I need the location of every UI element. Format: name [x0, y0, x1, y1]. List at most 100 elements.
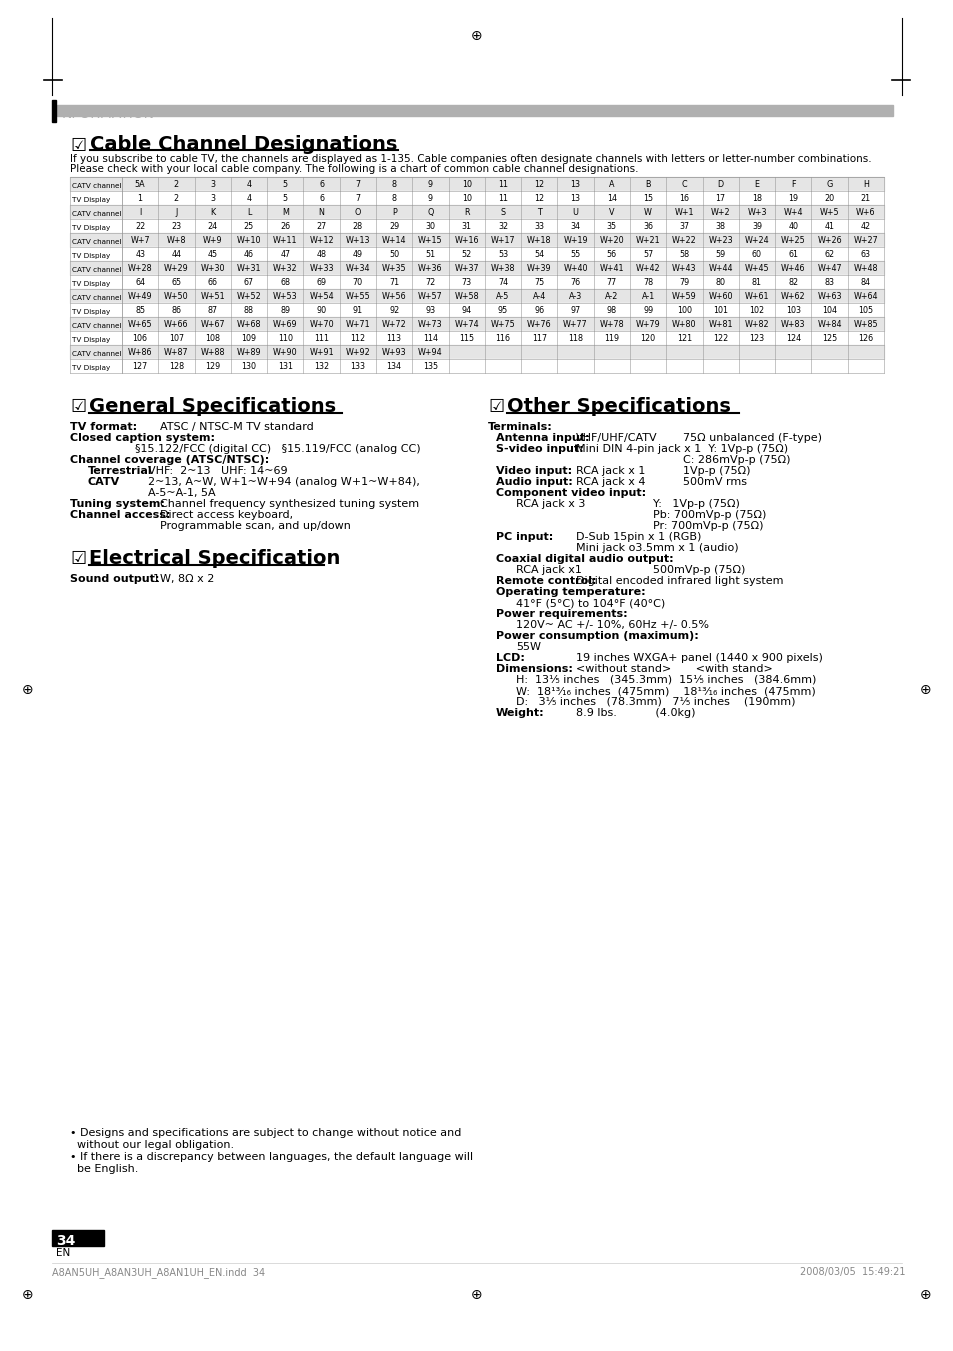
Text: 119: 119: [603, 334, 618, 343]
Text: W+90: W+90: [273, 349, 297, 357]
Text: 16: 16: [679, 195, 689, 203]
Text: 34: 34: [570, 222, 580, 231]
Text: 88: 88: [244, 305, 253, 315]
Text: 2: 2: [173, 180, 179, 189]
Text: TV Display: TV Display: [71, 336, 111, 343]
Text: ⊕: ⊕: [22, 1288, 33, 1302]
Text: W+17: W+17: [490, 236, 515, 245]
Text: 78: 78: [642, 278, 653, 286]
Text: 61: 61: [787, 250, 798, 259]
Text: ⊕: ⊕: [920, 684, 931, 697]
Text: W+33: W+33: [309, 263, 334, 273]
Text: TV Display: TV Display: [71, 309, 111, 315]
Text: 7: 7: [355, 180, 360, 189]
Text: ☑: ☑: [70, 399, 86, 416]
Text: CATV channel: CATV channel: [71, 295, 121, 301]
Text: G: G: [825, 180, 832, 189]
Text: 103: 103: [785, 305, 800, 315]
Text: W+61: W+61: [744, 292, 768, 301]
Text: W+27: W+27: [853, 236, 878, 245]
Text: 43: 43: [135, 250, 145, 259]
Text: 104: 104: [821, 305, 836, 315]
Text: 56: 56: [606, 250, 617, 259]
Text: Component video input:: Component video input:: [496, 488, 645, 499]
Text: W+63: W+63: [817, 292, 841, 301]
Text: 41: 41: [823, 222, 834, 231]
Text: Channel frequency synthesized tuning system: Channel frequency synthesized tuning sys…: [160, 499, 418, 509]
Text: 22: 22: [135, 222, 145, 231]
Text: C: 286mVp-p (75Ω): C: 286mVp-p (75Ω): [682, 455, 790, 465]
Text: Weight:: Weight:: [496, 708, 544, 717]
Text: 29: 29: [389, 222, 399, 231]
Text: 120V~ AC +/- 10%, 60Hz +/- 0.5%: 120V~ AC +/- 10%, 60Hz +/- 0.5%: [516, 620, 708, 630]
Text: W+24: W+24: [744, 236, 768, 245]
Text: CATV channel: CATV channel: [71, 239, 121, 245]
Text: Tuning system:: Tuning system:: [70, 499, 165, 509]
Text: A-5~A-1, 5A: A-5~A-1, 5A: [148, 488, 215, 499]
Text: EN: EN: [56, 1248, 71, 1258]
Text: W+43: W+43: [672, 263, 696, 273]
Text: W+77: W+77: [562, 320, 587, 330]
Text: W+92: W+92: [345, 349, 370, 357]
Text: 99: 99: [642, 305, 653, 315]
Bar: [52, 1229, 104, 1246]
Text: 25: 25: [244, 222, 253, 231]
Text: 47: 47: [280, 250, 290, 259]
Text: <without stand>       <with stand>: <without stand> <with stand>: [576, 663, 772, 674]
Text: D: D: [717, 180, 723, 189]
Text: A-4: A-4: [532, 292, 545, 301]
Text: Terminals:: Terminals:: [488, 422, 552, 432]
Text: Please check with your local cable company. The following is a chart of common c: Please check with your local cable compa…: [70, 163, 638, 174]
Bar: [70, 261, 883, 276]
Text: Mini jack o3.5mm x 1 (audio): Mini jack o3.5mm x 1 (audio): [576, 543, 738, 553]
Text: W+42: W+42: [635, 263, 659, 273]
Text: 55: 55: [570, 250, 580, 259]
Bar: [70, 177, 883, 190]
Text: 19 inches WXGA+ panel (1440 x 900 pixels): 19 inches WXGA+ panel (1440 x 900 pixels…: [576, 653, 822, 663]
Text: 81: 81: [751, 278, 761, 286]
Text: Channel coverage (ATSC/NTSC):: Channel coverage (ATSC/NTSC):: [70, 455, 269, 465]
Text: 101: 101: [713, 305, 727, 315]
Text: W+60: W+60: [708, 292, 732, 301]
Text: W+91: W+91: [309, 349, 334, 357]
Text: 33: 33: [534, 222, 544, 231]
Text: 58: 58: [679, 250, 689, 259]
Text: W+46: W+46: [781, 263, 804, 273]
Text: 1W, 8Ω x 2: 1W, 8Ω x 2: [152, 574, 214, 584]
Text: 2: 2: [173, 195, 179, 203]
Text: W+87: W+87: [164, 349, 189, 357]
Text: W+62: W+62: [781, 292, 804, 301]
Text: W+83: W+83: [781, 320, 804, 330]
Text: PC input:: PC input:: [496, 532, 553, 542]
Text: Coaxial digital audio output:: Coaxial digital audio output:: [496, 554, 673, 563]
Text: 39: 39: [751, 222, 761, 231]
Bar: [70, 359, 883, 373]
Text: NFORMATION: NFORMATION: [62, 107, 154, 122]
Text: • If there is a discrepancy between languages, the default language will: • If there is a discrepancy between lang…: [70, 1152, 473, 1162]
Text: P: P: [392, 208, 396, 218]
Text: 18: 18: [751, 195, 761, 203]
Text: 131: 131: [277, 362, 293, 372]
Text: 92: 92: [389, 305, 399, 315]
Bar: [57, 105, 892, 116]
Text: Power requirements:: Power requirements:: [496, 609, 627, 619]
Text: Channel access:: Channel access:: [70, 509, 171, 520]
Text: 3: 3: [210, 195, 215, 203]
Text: D-Sub 15pin x 1 (RGB): D-Sub 15pin x 1 (RGB): [576, 532, 700, 542]
Text: Closed caption system:: Closed caption system:: [70, 434, 214, 443]
Text: W+14: W+14: [381, 236, 406, 245]
Text: 117: 117: [531, 334, 546, 343]
Text: W+32: W+32: [273, 263, 297, 273]
Text: W+5: W+5: [819, 208, 839, 218]
Text: 108: 108: [205, 334, 220, 343]
Text: 26: 26: [280, 222, 290, 231]
Text: E: E: [754, 180, 759, 189]
Text: 51: 51: [425, 250, 435, 259]
Text: 80: 80: [715, 278, 725, 286]
Text: TV Display: TV Display: [71, 226, 111, 231]
Text: 36: 36: [642, 222, 653, 231]
Text: W+58: W+58: [454, 292, 478, 301]
Text: LCD:: LCD:: [496, 653, 524, 663]
Text: 69: 69: [316, 278, 326, 286]
Text: H:  13¹⁄₅ inches   (345.3mm)  15¹⁄₅ inches   (384.6mm): H: 13¹⁄₅ inches (345.3mm) 15¹⁄₅ inches (…: [516, 676, 816, 685]
